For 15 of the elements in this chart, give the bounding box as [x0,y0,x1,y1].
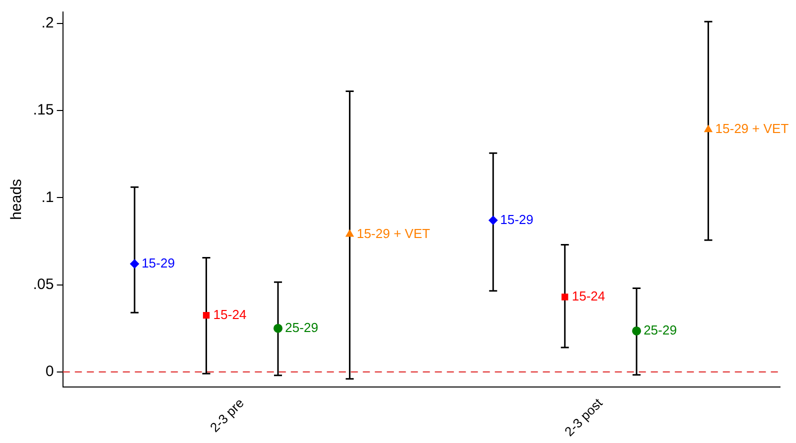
series-label: 15-29 [142,255,175,270]
y-axis-title: heads [8,178,26,220]
y-tick-label: .05 [32,276,54,293]
y-tick-label: 0 [46,363,54,380]
series-label: 15-24 [213,306,247,322]
y-tick-label: .2 [41,14,54,32]
y-tick-label: .1 [41,188,54,206]
text: 15-29 [500,212,534,227]
x-tick-label: 2-3 pre [207,395,247,436]
text: 15-29 + VET [356,226,430,241]
series-label: 25-29 [644,322,677,338]
series-label: 15-29 + VET [715,121,789,136]
text: 25-29 [284,320,318,335]
text: 15-24 [572,288,606,304]
y-tick-label: .15 [32,102,54,119]
